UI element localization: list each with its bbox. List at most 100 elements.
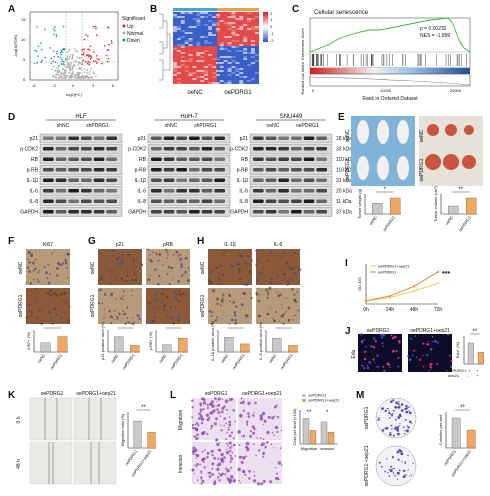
bar-category-label: oePDRG1 [381, 214, 396, 232]
bar [466, 429, 476, 449]
volcano-point [36, 62, 38, 64]
blot-band [151, 210, 162, 214]
blot-band [106, 147, 117, 151]
blot-band [253, 199, 264, 203]
blot-kda-label: 31 kDa [336, 178, 352, 184]
blot-kda-label: 11 kDa [336, 199, 352, 205]
bar-category-label: oePDRG1 [231, 352, 246, 370]
volcano-point [88, 61, 91, 64]
edu-condition: oePDRG1 [448, 368, 467, 373]
bar-ylabel: Colonies per well [438, 415, 443, 446]
colony-well [375, 397, 417, 439]
blot-band [291, 168, 302, 172]
edu-sign: + [468, 368, 471, 373]
blot-band [265, 210, 277, 214]
volcano-points [34, 25, 113, 79]
significance-mark: * [384, 187, 387, 193]
blot-kda-label: 20 kDa [336, 189, 352, 195]
gsea-xtick: 10000 [380, 88, 392, 93]
bar-category-label: oePDRG1 [169, 352, 184, 370]
volcano-point [62, 77, 65, 79]
volcano-point [81, 75, 83, 78]
blot-band [201, 136, 213, 140]
volcano-point [89, 77, 91, 79]
bar-chart: oeNC oePDRG1 * Ki67+ (%) [26, 323, 68, 371]
volcano-point [83, 38, 86, 41]
line-xtick: 72h [434, 307, 443, 313]
volcano-point [69, 69, 72, 72]
blot-band [291, 178, 302, 182]
blot-band [93, 136, 105, 140]
volcano-point [53, 28, 55, 30]
blot-band [303, 168, 315, 172]
blot-protein-label: GAPDH [128, 210, 146, 216]
panel-label-b: B [150, 4, 158, 15]
volcano-point [52, 60, 55, 63]
edu-image [358, 334, 402, 372]
volcano-point [74, 48, 76, 50]
bar-category-label: oeNC [110, 353, 120, 364]
blot-band [291, 157, 302, 161]
volcano-point [74, 64, 76, 67]
blot-band [253, 189, 264, 193]
blot-band [291, 189, 302, 193]
volcano-xtick: 3 [92, 83, 95, 88]
volcano-point [75, 60, 78, 63]
volcano-point [58, 64, 60, 67]
blot-band [278, 168, 289, 172]
row-label: oeNC [345, 129, 351, 142]
bar-ylabel: Migration ratio (%) [120, 413, 125, 446]
blot-protein-label: GAPDH [20, 210, 38, 216]
blot-band [176, 136, 187, 140]
volcano-point [93, 72, 96, 75]
blot-band [189, 157, 200, 161]
blot-band [55, 199, 67, 203]
blot-band [151, 147, 162, 151]
volcano-point [79, 62, 81, 65]
volcano-point [85, 34, 87, 36]
blot-band [55, 136, 67, 140]
blot-band [303, 157, 315, 161]
volcano-point [53, 33, 55, 36]
volcano-point [88, 49, 91, 51]
blot-band [163, 157, 175, 161]
volcano-point [87, 62, 89, 65]
volcano-point [96, 34, 98, 36]
colony-row-label: oePDRG1 +oep21 [364, 445, 370, 486]
volcano-point [95, 55, 98, 57]
bar-ylabel: p21 positive area (%) [100, 321, 105, 359]
ihc-row-label: oeNC [90, 261, 96, 274]
volcano-point [63, 69, 66, 71]
blot-band [316, 147, 327, 151]
volcano-point [78, 62, 80, 64]
heatmap-scale-tick: 2 [270, 11, 273, 16]
volcano-point [67, 62, 69, 65]
line-xtick: 0h [363, 307, 369, 313]
volcano-xlabel: log2(FC) [66, 92, 82, 97]
blot-band [303, 199, 315, 203]
volcano-point [81, 68, 83, 71]
volcano-point [79, 71, 81, 74]
edu-sign: + [476, 373, 479, 378]
volcano-point [93, 60, 95, 62]
colony-row-label: oePDRG1 [364, 406, 370, 429]
volcano-point [65, 74, 68, 77]
bar [133, 420, 142, 449]
volcano-point [88, 63, 91, 66]
bar [477, 351, 484, 365]
line-point [437, 271, 439, 273]
blot-band [253, 210, 264, 214]
volcano-point [98, 58, 100, 61]
panel-label-d: D [8, 112, 16, 123]
blot-protein-label: IL-6 [29, 189, 38, 195]
volcano-point [61, 75, 63, 78]
line-legend: oePDRG1 [378, 270, 397, 275]
heatmap-scale-tick: 0 [270, 24, 273, 29]
volcano-point [93, 51, 95, 53]
blot-band [81, 210, 92, 214]
blot-band [151, 157, 162, 161]
bar [272, 337, 282, 353]
panel-label-h: H [197, 236, 205, 247]
bar [178, 337, 188, 353]
volcano-point [110, 39, 113, 42]
